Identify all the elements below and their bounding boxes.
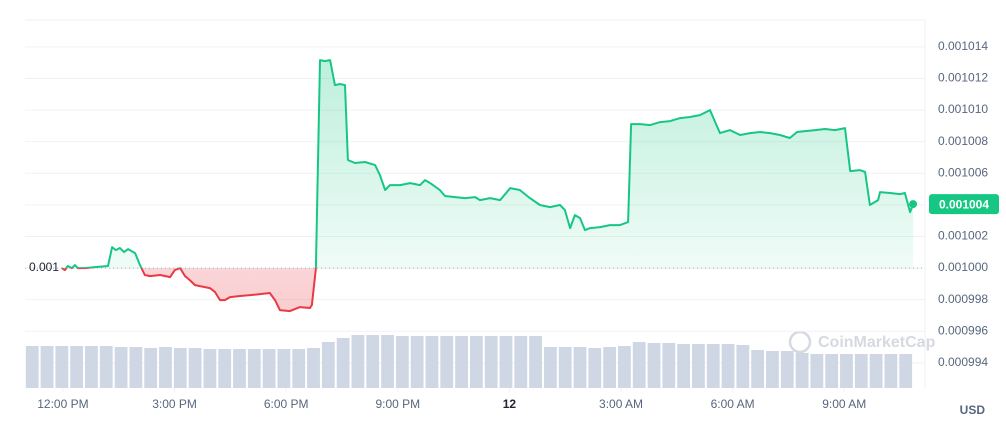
x-tick-label: 9:00 PM [375, 397, 420, 411]
volume-bar [825, 354, 839, 388]
x-tick-label: 9:00 AM [822, 397, 866, 411]
y-tick-label: 0.000998 [938, 292, 988, 306]
x-tick-label: 6:00 AM [711, 397, 755, 411]
y-tick-label: 0.001006 [938, 165, 988, 179]
volume-bar [85, 346, 98, 388]
volume-bar [440, 336, 454, 388]
volume-bar [114, 347, 128, 388]
y-tick-label: 0.001000 [938, 260, 988, 274]
volume-bar [795, 353, 809, 388]
area-down [61, 268, 316, 312]
volume-bar [840, 354, 853, 388]
volume-bar [336, 338, 350, 388]
volume-bar [381, 335, 394, 388]
volume-bar [588, 348, 602, 388]
volume-bar [40, 346, 54, 388]
y-tick-label: 0.000996 [938, 323, 988, 337]
price-line-up [61, 59, 915, 269]
volume-bar [351, 335, 365, 388]
volume-bar [395, 336, 409, 388]
volume-bar [70, 346, 84, 388]
x-tick-label: 12 [503, 397, 517, 411]
volume-bar [618, 346, 631, 388]
volume-bar [692, 344, 705, 388]
volume-bar [706, 344, 720, 388]
volume-bar [869, 354, 883, 388]
price-badge [929, 194, 999, 215]
volume-bar [292, 349, 306, 388]
volume-bar [366, 335, 380, 388]
volume-bar [543, 347, 557, 388]
volume-bar [884, 354, 898, 388]
volume-bar [603, 347, 617, 388]
volume-bar [499, 336, 513, 388]
volume-bar [262, 349, 276, 388]
volume-bar [854, 354, 868, 388]
volume-bar [810, 354, 824, 388]
volume-bar [677, 344, 691, 388]
volume-bar [484, 336, 498, 388]
volume-bar [129, 347, 143, 388]
volume-bar [751, 350, 765, 388]
volume-bar [558, 347, 572, 388]
volume-bar [173, 348, 187, 388]
volume-bar [721, 344, 735, 388]
volume-bar [55, 346, 69, 388]
volume-bar [277, 349, 291, 388]
y-tick-label: 0.001012 [938, 71, 988, 85]
volume-bar [899, 354, 913, 388]
volume-bar [766, 351, 779, 388]
y-tick-label: 0.001002 [938, 229, 988, 243]
watermark: CoinMarketCap [788, 330, 936, 354]
volume-bar [632, 342, 646, 388]
volume-bar [307, 348, 320, 388]
volume-bar [218, 349, 232, 388]
y-tick-label: 0.001014 [938, 39, 988, 53]
volume-bar [514, 336, 528, 388]
price-badge-label: 0.001004 [939, 197, 989, 211]
y-tick-label: 0.001008 [938, 134, 988, 148]
y-tick-label: 0.001010 [938, 102, 988, 116]
volume-bar [455, 336, 468, 388]
volume-bar [233, 349, 246, 388]
volume-bar [736, 345, 750, 388]
x-tick-label: 3:00 PM [152, 397, 197, 411]
volume-bar [25, 346, 39, 388]
baseline-label: 0.001 [29, 260, 59, 274]
volume-bar [144, 348, 158, 388]
volume-bar [247, 349, 261, 388]
volume-bar [573, 347, 587, 388]
volume-bar [188, 348, 202, 388]
x-tick-label: 12:00 PM [37, 397, 88, 411]
x-tick-label: 6:00 PM [264, 397, 309, 411]
volume-bar [321, 342, 335, 388]
volume-bar [99, 346, 113, 388]
volume-bar [410, 336, 424, 388]
y-tick-label: 0.000994 [938, 355, 988, 369]
volume-bar [159, 347, 172, 388]
last-point [909, 200, 918, 209]
volume-bar [529, 336, 542, 388]
volume-bar [425, 336, 439, 388]
volume-bar [469, 336, 483, 388]
volume-bar [662, 343, 676, 388]
volume-bar [203, 349, 217, 388]
x-tick-label: 3:00 AM [599, 397, 643, 411]
watermark-text: CoinMarketCap [818, 334, 936, 351]
unit-label: USD [960, 403, 986, 417]
volume-bar [780, 351, 794, 388]
area-up [61, 60, 914, 269]
volume-bar [647, 343, 661, 388]
price-line-down [61, 268, 317, 313]
